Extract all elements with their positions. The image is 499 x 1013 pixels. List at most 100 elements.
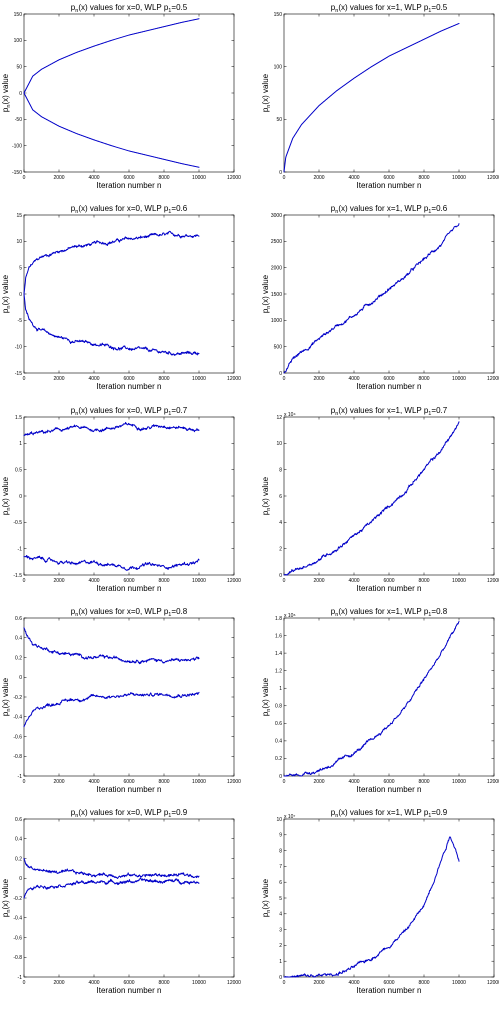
x-tick-label: 2000: [53, 376, 64, 382]
x-tick-label: 12000: [487, 779, 499, 785]
chart-title: pn(x) values for x=1, WLP p1=0.6: [331, 204, 448, 215]
x-tick-label: 4000: [88, 779, 99, 785]
y-tick-label: 1: [279, 686, 282, 692]
y-tick-label: -0.4: [13, 916, 22, 922]
chart-3: pn(x) values for x=0, WLP p1=0.6 Iteratio…: [1, 204, 241, 391]
chart-1: pn(x) values for x=0, WLP p1=0.5 Iteratio…: [1, 3, 241, 190]
y-tick-label: -0.6: [13, 935, 22, 941]
x-tick-label: 2000: [313, 175, 324, 181]
x-tick-label: 2000: [313, 376, 324, 382]
y-tick-label: -0.4: [13, 715, 22, 721]
chart-6: pn(x) values for x=1, WLP p1=0.7 Iteratio…: [261, 406, 499, 593]
y-tick-label: 8: [279, 848, 282, 854]
x-tick-label: 6000: [123, 980, 134, 986]
x-tick-label: 2000: [53, 779, 64, 785]
y-tick-label: 7: [279, 864, 282, 870]
y-tick-label: -0.8: [13, 955, 22, 961]
x-tick-label: 2000: [313, 578, 324, 584]
x-tick-label: 8000: [158, 376, 169, 382]
chart-title: pn(x) values for x=1, WLP p1=0.8: [331, 607, 448, 618]
x-tick-label: 2000: [53, 980, 64, 986]
y-tick-label: -5: [18, 318, 23, 324]
plot-area: [23, 13, 235, 173]
y-axis-label: pn(x) value: [261, 677, 272, 716]
y-tick-label: 0.5: [15, 467, 22, 473]
x-axis-label: Iteration number n: [97, 785, 162, 794]
x-tick-label: 2000: [53, 578, 64, 584]
plot-area: [283, 416, 495, 576]
x-tick-label: 4000: [348, 175, 359, 181]
y-tick-label: 4: [279, 912, 282, 918]
series-line-1: [23, 230, 200, 295]
x-axis-label: Iteration number n: [357, 181, 422, 190]
y-tick-label: 1.6: [275, 633, 282, 639]
x-tick-label: 10000: [192, 980, 206, 986]
y-tick-label: 1: [19, 441, 22, 447]
y-axis-label: pn(x) value: [261, 274, 272, 313]
x-axis-label: Iteration number n: [357, 382, 422, 391]
x-tick-label: 0: [283, 578, 286, 584]
x-axis-label: Iteration number n: [97, 584, 162, 593]
y-tick-label: 2: [279, 943, 282, 949]
y-tick-label: 0.4: [15, 837, 22, 843]
x-tick-label: 10000: [452, 779, 466, 785]
y-tick-label: -1: [18, 774, 23, 780]
x-tick-label: 10000: [452, 376, 466, 382]
y-tick-label: 0.6: [275, 721, 282, 727]
y-tick-label: 50: [16, 64, 22, 70]
y-tick-label: 100: [274, 64, 283, 70]
y-tick-label: 0.2: [15, 655, 22, 661]
x-tick-label: 10000: [192, 175, 206, 181]
chart-8: pn(x) values for x=1, WLP p1=0.8 Iteratio…: [261, 607, 499, 794]
y-tick-label: 150: [14, 12, 23, 18]
y-axis-label: pn(x) value: [261, 73, 272, 112]
y-tick-label: 1.8: [275, 616, 282, 622]
y-tick-label: 5: [19, 265, 22, 271]
chart-5: pn(x) values for x=0, WLP p1=0.7 Iteratio…: [1, 406, 241, 593]
x-tick-label: 12000: [487, 376, 499, 382]
y-tick-label: 9: [279, 833, 282, 839]
y-tick-label: 10: [276, 441, 282, 447]
x-tick-label: 6000: [383, 980, 394, 986]
y-tick-label: -0.8: [13, 754, 22, 760]
x-tick-label: 6000: [123, 779, 134, 785]
y-axis-label: pn(x) value: [1, 476, 12, 515]
plot-area: [23, 818, 235, 978]
y-tick-label: 0.2: [275, 756, 282, 762]
y-tick-label: 0: [279, 573, 282, 579]
x-tick-label: 8000: [418, 980, 429, 986]
x-tick-label: 6000: [383, 175, 394, 181]
chart-10: pn(x) values for x=1, WLP p1=0.9 Iteratio…: [261, 808, 499, 995]
chart-title: pn(x) values for x=0, WLP p1=0.6: [71, 204, 188, 215]
x-tick-label: 12000: [487, 175, 499, 181]
y-tick-label: 0.8: [275, 704, 282, 710]
x-tick-label: 6000: [123, 175, 134, 181]
x-tick-label: 8000: [418, 578, 429, 584]
y-tick-label: -15: [15, 371, 22, 377]
x-tick-label: 8000: [418, 376, 429, 382]
x-tick-label: 12000: [227, 175, 241, 181]
y-tick-label: 10: [276, 817, 282, 823]
y-tick-label: 150: [274, 12, 283, 18]
x-tick-label: 2000: [53, 175, 64, 181]
x-tick-label: 10000: [452, 578, 466, 584]
series-line-1: [283, 223, 460, 374]
x-tick-label: 0: [23, 578, 26, 584]
y-tick-label: 100: [14, 38, 23, 44]
series-line-1: [23, 421, 200, 436]
x-tick-label: 4000: [348, 980, 359, 986]
chart-title: pn(x) values for x=1, WLP p1=0.7: [331, 406, 448, 417]
y-tick-label: -0.2: [13, 695, 22, 701]
series-line-1: [23, 627, 200, 665]
y-tick-label: -1: [18, 546, 23, 552]
y-tick-label: -1: [18, 975, 23, 981]
y-tick-label: 0: [279, 975, 282, 981]
y-axis-label: pn(x) value: [1, 73, 12, 112]
x-tick-label: 12000: [227, 578, 241, 584]
y-tick-label: -150: [12, 170, 22, 176]
y-tick-label: 0.6: [15, 817, 22, 823]
y-tick-label: 2500: [271, 239, 282, 245]
x-tick-label: 6000: [383, 578, 394, 584]
x-tick-label: 10000: [192, 578, 206, 584]
x-tick-label: 0: [23, 980, 26, 986]
